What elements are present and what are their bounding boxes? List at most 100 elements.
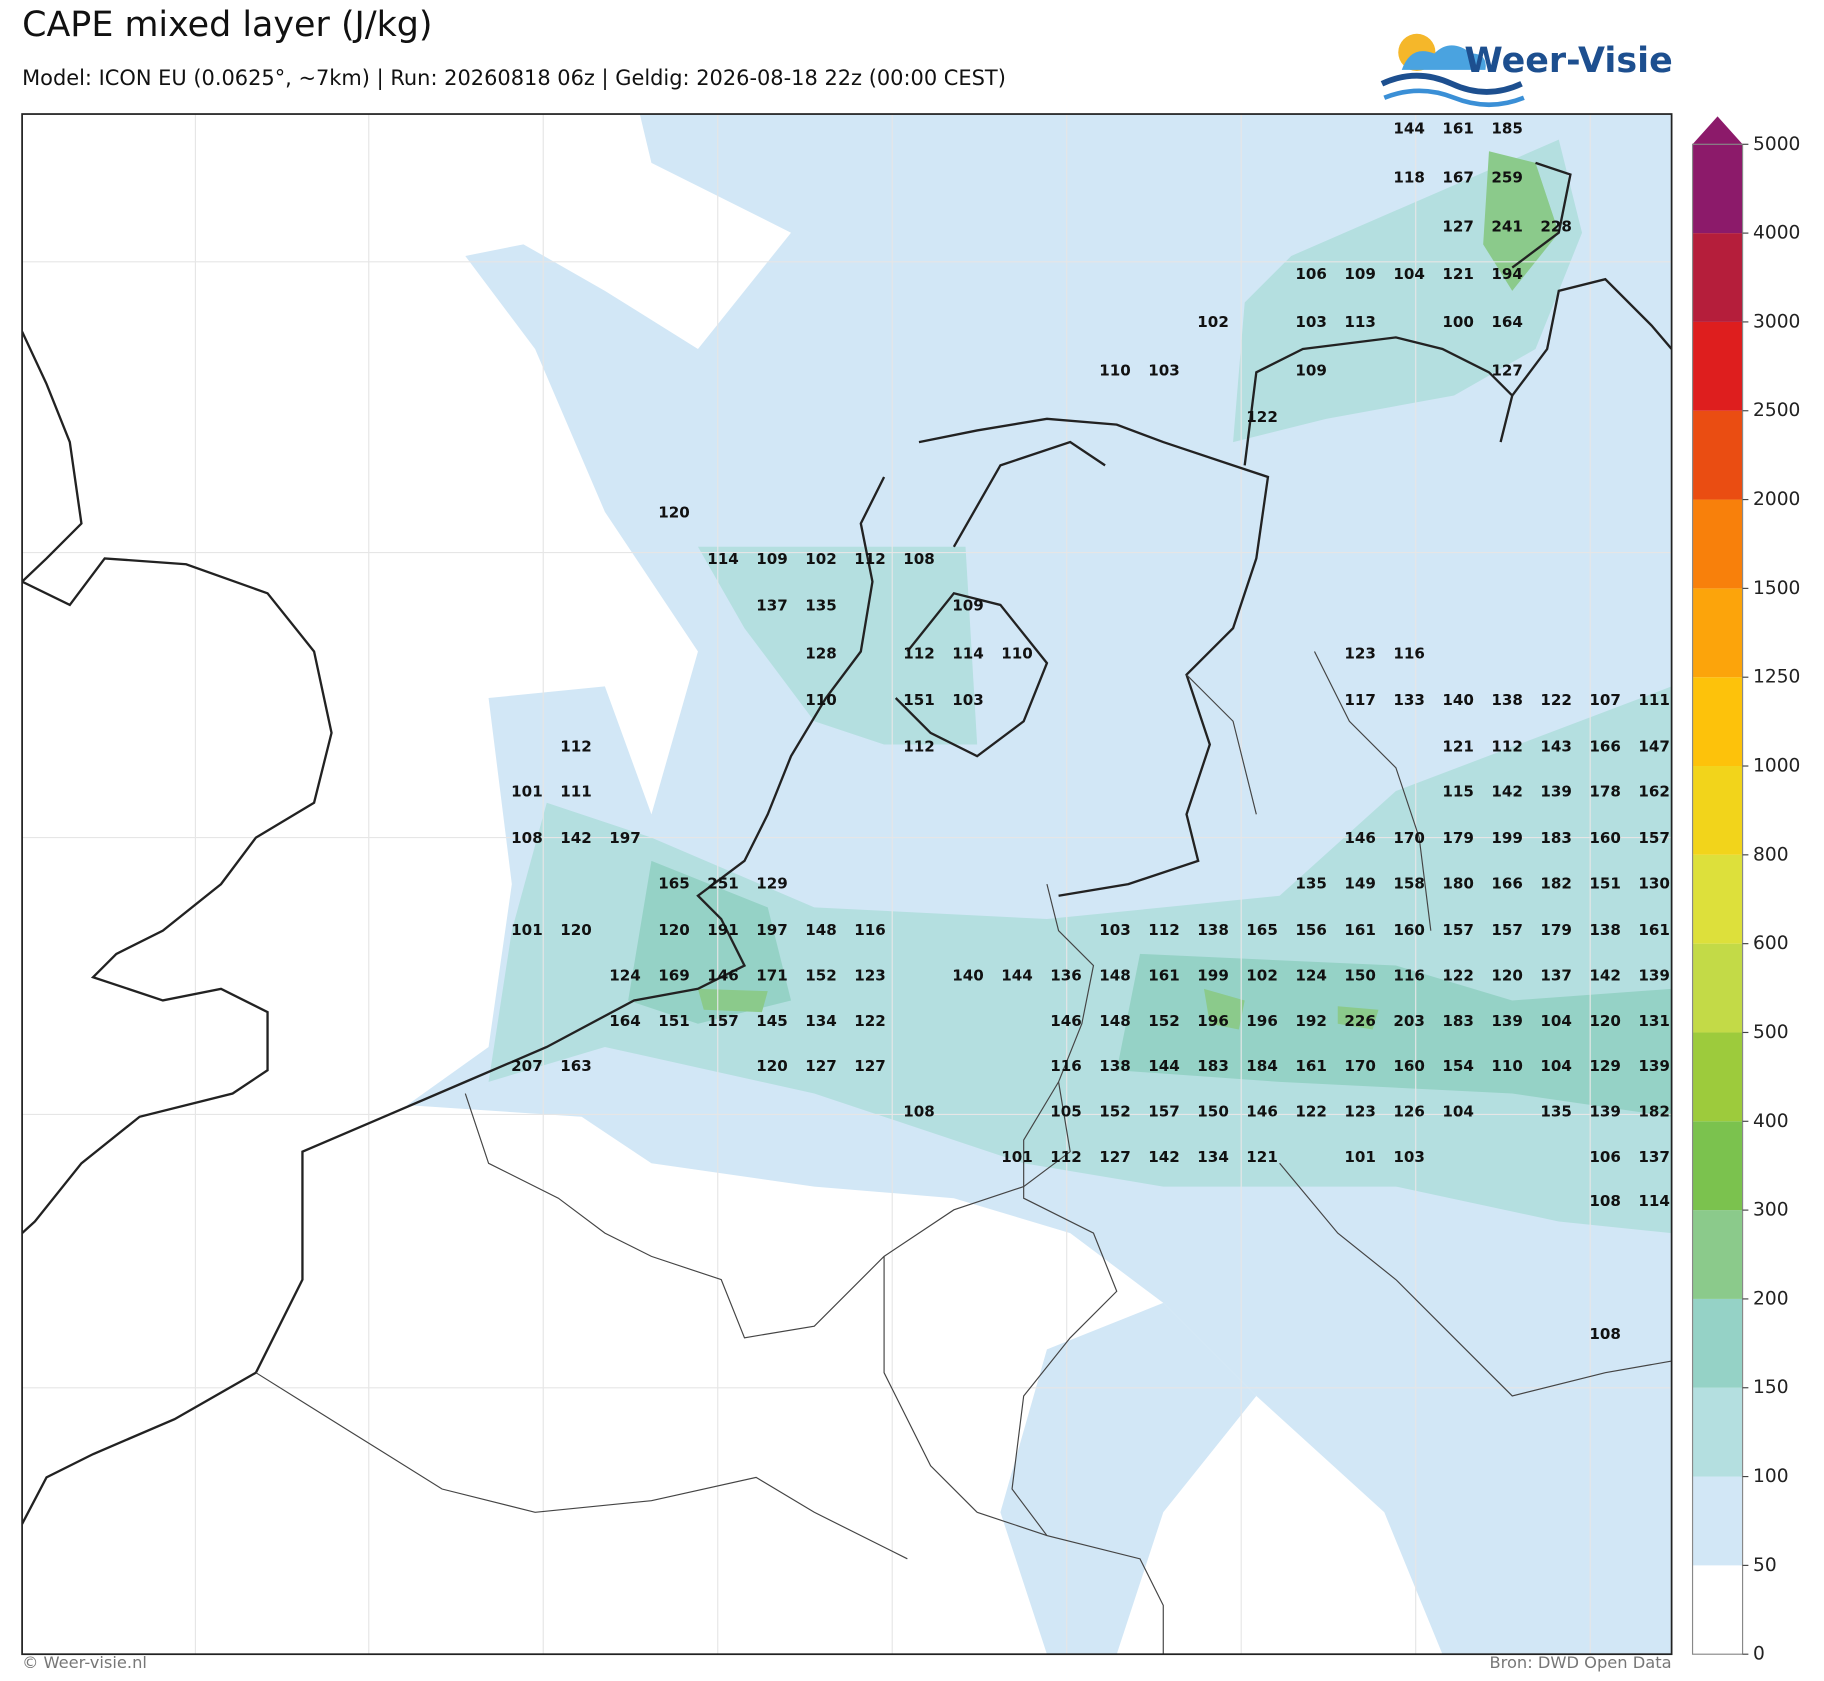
value-label: 145 [756, 1012, 788, 1030]
value-label: 123 [854, 967, 886, 985]
value-label: 140 [1442, 691, 1474, 709]
title: CAPE mixed layer (J/kg) [22, 5, 432, 45]
value-label: 121 [1246, 1148, 1278, 1166]
colorbar-band [1692, 1121, 1743, 1211]
value-label: 180 [1442, 875, 1474, 893]
value-label: 150 [1344, 967, 1376, 985]
subtitle: Model: ICON EU (0.0625°, ~7km) | Run: 20… [22, 66, 1006, 91]
value-label: 251 [707, 875, 739, 893]
value-label: 109 [952, 597, 984, 615]
value-label: 228 [1540, 217, 1572, 235]
value-label: 128 [805, 644, 837, 662]
value-label: 161 [1638, 921, 1670, 939]
value-label: 110 [1099, 362, 1131, 380]
colorbar-band [1692, 1032, 1743, 1122]
value-label: 138 [1197, 921, 1229, 939]
value-label: 138 [1491, 691, 1523, 709]
map-frame [21, 113, 1673, 1656]
value-label: 102 [805, 550, 837, 568]
colorbar-frame [1691, 143, 1744, 1655]
value-label: 197 [609, 829, 641, 847]
logo-wave [1380, 72, 1523, 95]
value-label: 116 [1050, 1057, 1082, 1075]
value-label: 144 [1393, 120, 1425, 138]
colorbar-band [1692, 499, 1743, 589]
value-label: 108 [903, 550, 935, 568]
value-label: 161 [1344, 921, 1376, 939]
value-label: 101 [511, 921, 543, 939]
value-label: 110 [1001, 644, 1033, 662]
colorbar-extend [1692, 116, 1743, 145]
colorbar-tick-label: 100 [1753, 1466, 1789, 1487]
shading-mid [488, 686, 1672, 1234]
shading-high [1116, 953, 1672, 1117]
colorbar-band [1692, 1565, 1743, 1655]
value-label: 100 [1442, 313, 1474, 331]
value-label: 171 [756, 967, 788, 985]
shading-high [628, 860, 792, 1024]
value-label: 140 [952, 967, 984, 985]
shading-green [697, 988, 1379, 1030]
value-label: 139 [1540, 783, 1572, 801]
value-label: 144 [1001, 967, 1033, 985]
colorbar-tick-label: 3000 [1753, 311, 1800, 332]
value-label: 161 [1442, 120, 1474, 138]
value-label: 142 [560, 829, 592, 847]
value-label: 134 [805, 1012, 837, 1030]
value-label: 143 [1540, 737, 1572, 755]
value-label: 142 [1589, 967, 1621, 985]
value-label: 199 [1491, 829, 1523, 847]
value-label: 105 [1050, 1103, 1082, 1121]
value-label: 135 [805, 597, 837, 615]
value-label: 127 [1442, 217, 1474, 235]
value-label: 161 [1148, 967, 1180, 985]
value-label: 226 [1344, 1012, 1376, 1030]
value-label: 102 [1246, 967, 1278, 985]
value-label: 117 [1344, 691, 1376, 709]
value-label: 165 [658, 875, 690, 893]
value-label: 112 [560, 737, 592, 755]
value-label: 103 [1295, 313, 1327, 331]
shading-green [1483, 151, 1559, 291]
colorbar-tick-label: 4000 [1753, 223, 1800, 244]
value-label: 137 [756, 597, 788, 615]
value-label: 164 [1491, 313, 1523, 331]
value-label: 122 [1246, 408, 1278, 426]
value-label: 146 [1050, 1012, 1082, 1030]
value-label: 133 [1393, 691, 1425, 709]
value-label: 158 [1393, 875, 1425, 893]
colorbar-band [1692, 677, 1743, 767]
value-label: 148 [805, 921, 837, 939]
value-label: 116 [1393, 644, 1425, 662]
value-label: 163 [560, 1057, 592, 1075]
colorbar-band [1692, 1298, 1743, 1388]
value-label: 152 [1148, 1012, 1180, 1030]
value-label: 179 [1540, 921, 1572, 939]
value-label: 113 [1344, 313, 1376, 331]
value-label: 122 [1295, 1103, 1327, 1121]
value-label: 139 [1638, 1057, 1670, 1075]
borders [255, 651, 1672, 1655]
value-label: 160 [1393, 1057, 1425, 1075]
value-label: 103 [1148, 362, 1180, 380]
value-label: 121 [1442, 265, 1474, 283]
value-label: 157 [1491, 921, 1523, 939]
colorbar-tick-label: 400 [1753, 1111, 1789, 1132]
value-label: 109 [756, 550, 788, 568]
value-label: 120 [1589, 1012, 1621, 1030]
value-label: 169 [658, 967, 690, 985]
value-label: 152 [805, 967, 837, 985]
value-label: 124 [609, 967, 641, 985]
value-label: 160 [1393, 921, 1425, 939]
value-label: 154 [1442, 1057, 1474, 1075]
value-label: 108 [1589, 1325, 1621, 1343]
value-label: 120 [658, 921, 690, 939]
value-label: 129 [756, 875, 788, 893]
colorbar-tick-label: 2000 [1753, 489, 1800, 510]
colorbar-band [1692, 1210, 1743, 1299]
value-label: 207 [511, 1057, 543, 1075]
value-label: 115 [1442, 783, 1474, 801]
value-label: 166 [1491, 875, 1523, 893]
value-label: 157 [1148, 1103, 1180, 1121]
value-label: 110 [805, 691, 837, 709]
